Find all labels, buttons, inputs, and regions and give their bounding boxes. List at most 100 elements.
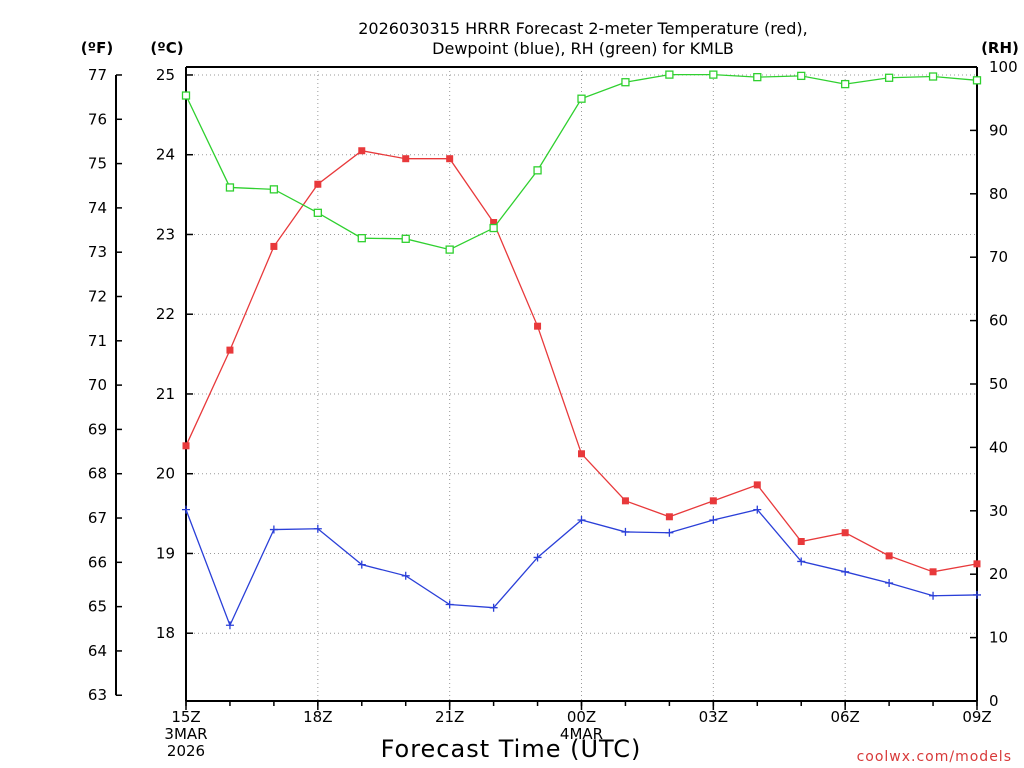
temperature-point	[402, 155, 410, 163]
temperature-point	[621, 497, 629, 505]
temperature-point	[446, 155, 454, 163]
dewpoint-point	[445, 600, 454, 609]
celsius-tick-label: 18	[156, 624, 175, 642]
rh-tick-label: 10	[989, 629, 1008, 647]
celsius-tick-label: 25	[156, 66, 175, 84]
dewpoint-point	[357, 560, 366, 569]
fahrenheit-tick-label: 70	[88, 376, 107, 394]
rh-point	[753, 72, 762, 82]
x-tick-label: 00Z	[567, 708, 596, 726]
dewpoint-point	[621, 527, 630, 536]
temperature-point	[841, 529, 849, 537]
rh-point	[489, 223, 498, 233]
rh-tick-label: 60	[989, 312, 1008, 330]
dewpoint-point	[841, 567, 850, 576]
fahrenheit-tick-label: 75	[88, 155, 107, 173]
rh-tick-label: 80	[989, 185, 1008, 203]
temperature-point	[578, 450, 585, 458]
celsius-tick-label: 23	[156, 225, 175, 243]
rh-point	[884, 73, 894, 82]
fahrenheit-tick-label: 71	[88, 332, 107, 350]
fahrenheit-tick-label: 65	[88, 598, 107, 616]
rh-point	[928, 72, 938, 81]
dewpoint-point	[709, 515, 718, 524]
dewpoint-point	[182, 505, 190, 514]
rh-point	[181, 91, 191, 100]
rh-point	[709, 70, 718, 79]
fahrenheit-tick-label: 77	[88, 66, 107, 84]
dewpoint-point	[577, 515, 586, 524]
rh-tick-label: 0	[989, 692, 999, 710]
temperature-point	[797, 538, 805, 546]
dewpoint-point	[973, 590, 981, 599]
credit-text: coolwx.com/models	[857, 749, 1012, 765]
rh-tick-label: 50	[989, 375, 1008, 393]
rh-point	[797, 71, 806, 81]
temperature-point	[358, 147, 366, 155]
dewpoint-point	[665, 528, 674, 537]
temperature-point	[534, 322, 542, 330]
dewpoint-point	[797, 557, 806, 566]
dewpoint-point	[269, 525, 278, 534]
left-unit-fahrenheit: (ºF)	[81, 39, 113, 57]
right-unit-rh: (RH)	[981, 39, 1019, 57]
rh-tick-label: 30	[989, 502, 1008, 520]
axes: 63 64 65 66 67 68 69 70 71 72 73 74 75 76 77 18 19 20 21 22…	[88, 58, 1018, 760]
temperature-point	[753, 481, 761, 489]
x-tick-label: 18Z	[303, 708, 332, 726]
rh-point	[313, 208, 322, 217]
fahrenheit-tick-label: 63	[88, 686, 107, 704]
dewpoint-point	[885, 578, 894, 587]
temperature-point	[665, 513, 673, 521]
x-axis-label: Forecast Time (UTC)	[381, 735, 642, 763]
fahrenheit-tick-label: 66	[88, 553, 107, 571]
rh-tick-label: 70	[989, 248, 1008, 266]
rh-tick-label: 40	[989, 438, 1008, 456]
dewpoint-point	[929, 591, 938, 600]
temperature-point	[929, 568, 937, 576]
x-tick-label: 09Z	[962, 708, 991, 726]
temperature-point	[270, 242, 278, 250]
fahrenheit-tick-label: 72	[88, 287, 107, 305]
fahrenheit-tick-label: 64	[88, 642, 107, 660]
temperature-point	[885, 552, 893, 560]
rh-point	[445, 245, 454, 254]
rh-point	[533, 166, 542, 175]
rh-tick-label: 100	[989, 58, 1018, 76]
fahrenheit-tick-label: 67	[88, 509, 107, 527]
celsius-tick-label: 22	[156, 305, 175, 323]
fahrenheit-tick-label: 74	[88, 199, 107, 217]
celsius-tick-label: 19	[156, 544, 175, 562]
temperature-point	[182, 442, 190, 450]
rh-tick-label: 90	[989, 121, 1008, 139]
x-tick-date-label: 4MAR	[560, 725, 603, 743]
chart-title-line1: 2026030315 HRRR Forecast 2-meter Tempera…	[358, 19, 808, 38]
rh-point	[665, 70, 674, 79]
rh-point	[621, 78, 630, 87]
x-tick-label: 21Z	[435, 708, 464, 726]
rh-point	[841, 79, 850, 89]
fahrenheit-tick-label: 76	[88, 110, 107, 128]
rh-point	[357, 234, 366, 243]
x-tick-label: 03Z	[699, 708, 728, 726]
temperature-point	[314, 180, 322, 188]
x-tick-label: 15Z	[171, 708, 200, 726]
x-tick-date-label: 3MAR	[164, 725, 207, 743]
grid	[186, 67, 977, 701]
temperature-point	[973, 560, 981, 568]
dewpoint-point	[225, 621, 234, 630]
rh-point	[972, 76, 982, 85]
temperature-point	[226, 346, 234, 354]
fahrenheit-tick-label: 69	[88, 420, 107, 438]
fahrenheit-tick-label: 68	[88, 465, 107, 483]
fahrenheit-tick-label: 73	[88, 243, 107, 261]
dewpoint-point	[401, 571, 410, 580]
dewpoint-point	[313, 524, 322, 533]
temperature-point	[709, 497, 717, 505]
left-unit-celsius: (ºC)	[150, 39, 183, 57]
celsius-tick-label: 24	[156, 146, 175, 164]
temperature-point	[490, 219, 498, 227]
rh-point	[225, 183, 235, 192]
dewpoint-point	[489, 603, 498, 612]
